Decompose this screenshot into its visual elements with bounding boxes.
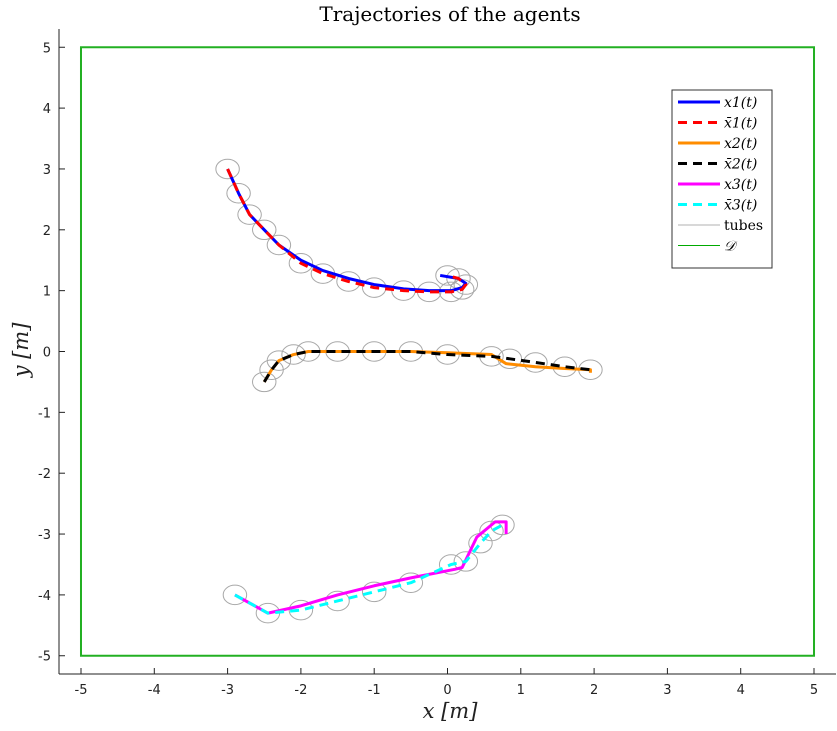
- tube-circle: [523, 352, 548, 373]
- x-tick-label: 4: [737, 683, 745, 698]
- tube-circle: [490, 514, 515, 536]
- tube-circle: [435, 265, 460, 286]
- legend-label: x̄3(t): [724, 198, 757, 214]
- series-layer: [226, 168, 592, 615]
- x-tick-label: -1: [368, 683, 381, 698]
- legend-label: x1(t): [724, 95, 757, 111]
- tube-circle: [222, 584, 248, 606]
- x-tick-label: 3: [663, 683, 671, 698]
- tube-circle: [398, 572, 424, 593]
- series-line-2: [226, 168, 468, 294]
- legend: x1(t) x̄1(t) x2(t) x̄2(t) x3(t) x̄3(t) tubes 𝒟: [671, 89, 773, 269]
- tube-circle: [361, 581, 387, 603]
- x-tick-label: 2: [590, 683, 598, 698]
- x-tick-label: -2: [294, 683, 307, 698]
- legend-label: x2(t): [724, 136, 757, 152]
- x-tick-label: -4: [148, 683, 161, 698]
- legend-label: tubes: [724, 218, 763, 234]
- series-line-3: [262, 350, 592, 383]
- legend-label: x̄2(t): [724, 157, 757, 173]
- legend-label: 𝒟: [724, 239, 738, 255]
- tube-circle: [281, 344, 306, 365]
- x-axis-label: x [m]: [423, 699, 479, 723]
- x-tick-label: 1: [517, 683, 525, 698]
- series-line-4: [262, 350, 591, 383]
- tube-circle: [453, 274, 479, 295]
- tube-circle: [288, 599, 314, 621]
- tick-labels: -5 -4 -3 -2 -1 0 1 2 3 4 5 -5 -4 -3 -2 -1 0 1 2 3 4 5: [38, 41, 818, 698]
- tubes-layer: [215, 158, 603, 624]
- tube-circle: [266, 234, 292, 256]
- legend-box: [671, 89, 773, 269]
- x-tick-label: -5: [75, 683, 88, 698]
- y-tick-label: -5: [38, 650, 51, 665]
- x-tick-label: 0: [443, 683, 451, 698]
- y-tick-label: -3: [38, 528, 51, 543]
- domain-rect: [79, 46, 816, 657]
- axes: [58, 29, 836, 675]
- tube-circle: [453, 551, 479, 572]
- tube-circle: [266, 350, 292, 371]
- y-tick-label: 4: [43, 102, 51, 117]
- legend-label: x̄1(t): [724, 116, 757, 132]
- tube-circle: [226, 183, 251, 204]
- legend-label: x3(t): [724, 177, 757, 193]
- series-line-5: [234, 520, 508, 615]
- tube-circle: [252, 219, 277, 241]
- tube-circle: [325, 590, 350, 612]
- y-tick-label: 3: [43, 163, 51, 178]
- tube-circle: [288, 253, 314, 274]
- tube-circle: [252, 371, 277, 393]
- y-tick-label: -2: [38, 467, 51, 482]
- y-tick-label: -4: [38, 589, 51, 604]
- domain-boundary: [79, 46, 816, 657]
- tube-circle: [237, 204, 262, 225]
- y-tick-label: 0: [43, 346, 51, 361]
- y-tick-label: 1: [43, 285, 51, 300]
- y-tick-label: 2: [43, 224, 51, 239]
- tube-circle: [215, 158, 240, 180]
- x-tick-label: 5: [810, 683, 818, 698]
- x-tick-label: -3: [221, 683, 234, 698]
- y-tick-label: -1: [38, 406, 51, 421]
- series-line-6: [234, 523, 504, 615]
- y-tick-label: 5: [43, 41, 51, 56]
- chart-title: Trajectories of the agents: [319, 2, 580, 26]
- y-axis-label: y [m]: [9, 322, 33, 379]
